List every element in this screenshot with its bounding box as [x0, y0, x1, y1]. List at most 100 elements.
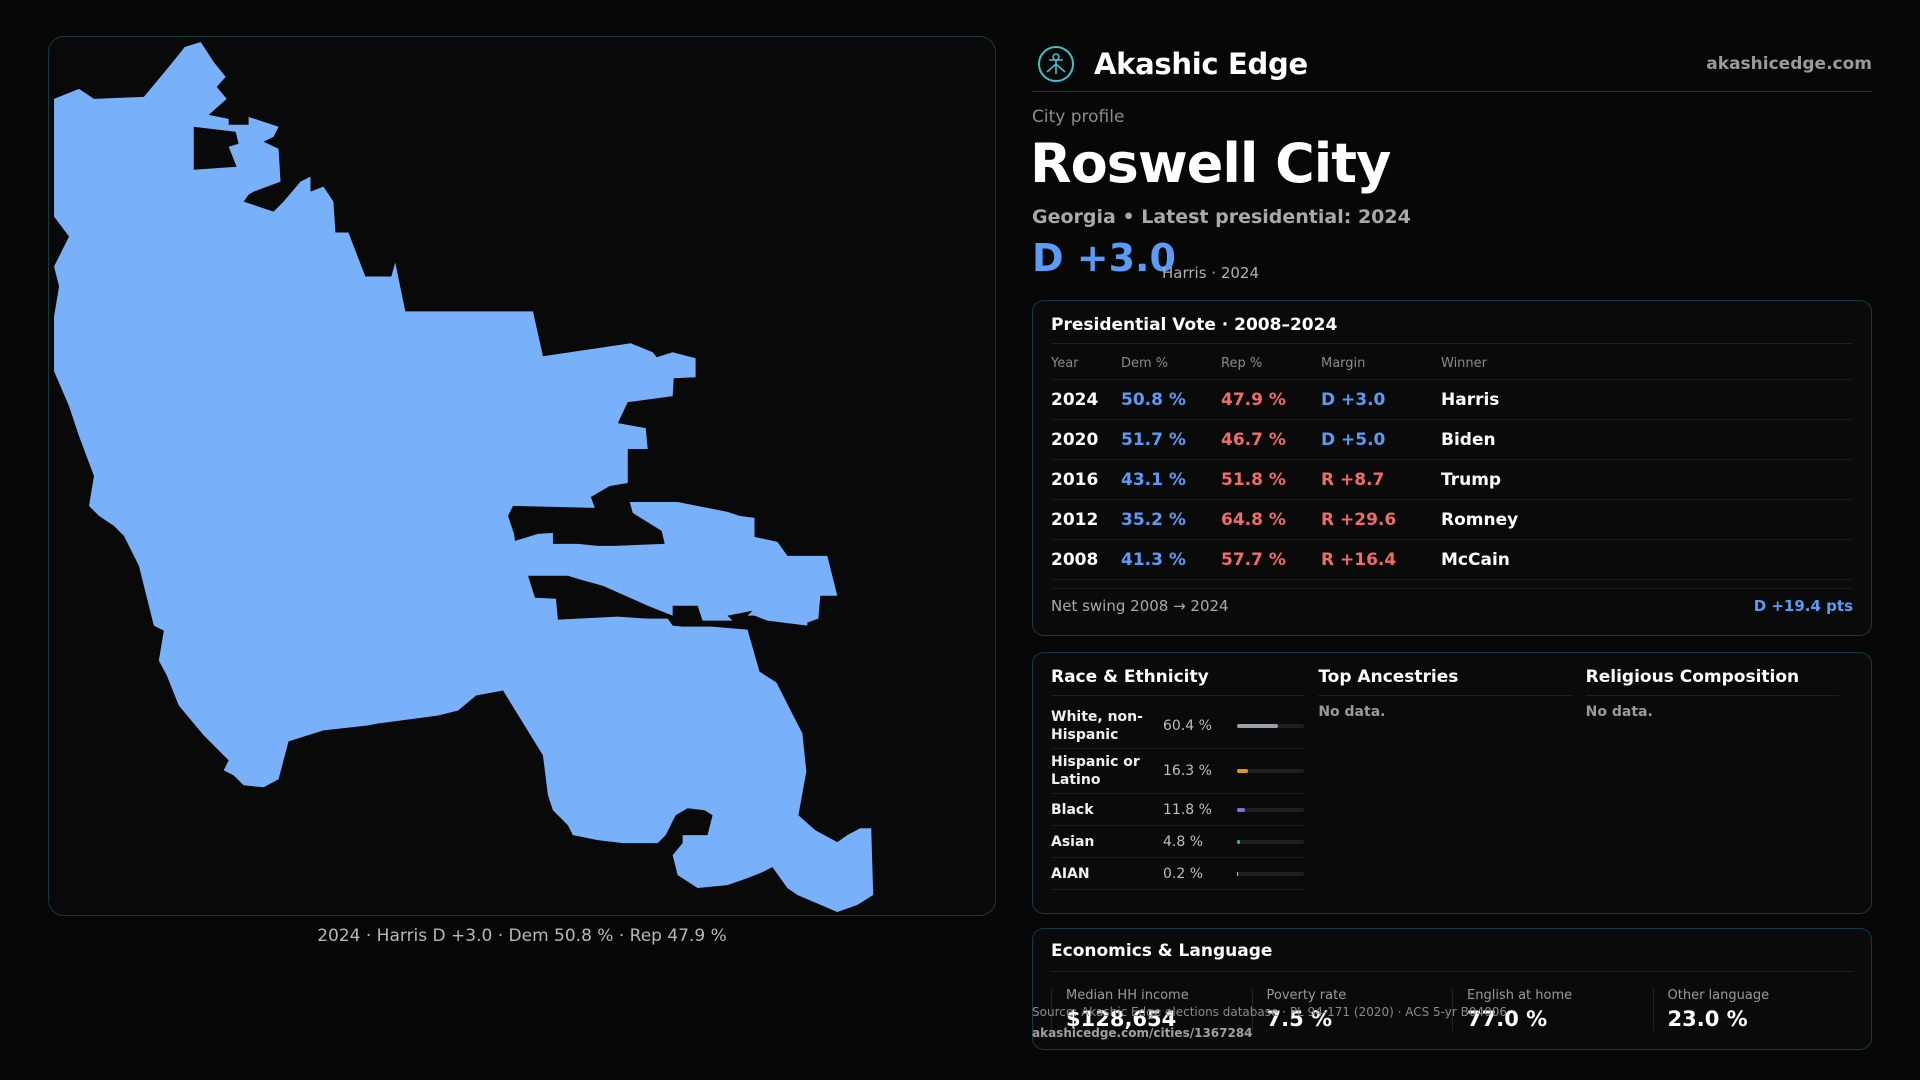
- brand-name[interactable]: Akashic Edge: [1094, 46, 1308, 81]
- brand-domain-link[interactable]: akashicedge.com: [1706, 53, 1872, 74]
- race-row: White, non-Hispanic 60.4 %: [1051, 704, 1305, 749]
- presidential-vote-card: Presidential Vote · 2008–2024 Year Dem %…: [1032, 300, 1872, 636]
- latest-margin-note: Harris · 2024: [1162, 264, 1260, 282]
- vote-rep-pct: 47.9 %: [1221, 379, 1321, 420]
- religious-composition-empty: No data.: [1585, 704, 1653, 720]
- race-pct: 0.2 %: [1163, 865, 1204, 882]
- econ-stat: Other language 23.0 %: [1652, 988, 1854, 1031]
- vote-dem-pct: 35.2 %: [1121, 499, 1221, 540]
- page-url-link[interactable]: akashicedge.com/cities/1367284: [1032, 1026, 1253, 1040]
- race-bar-track: [1237, 871, 1305, 876]
- vote-dem-pct: 41.3 %: [1121, 539, 1221, 580]
- vote-winner: McCain: [1441, 539, 1853, 580]
- vote-row-2020: 2020 51.7 % 46.7 % D +5.0 Biden: [1051, 419, 1853, 460]
- race-label: Hispanic or Latino: [1051, 754, 1140, 788]
- vote-rep-pct: 51.8 %: [1221, 459, 1321, 500]
- presidential-vote-table: Year Dem % Rep % Margin Winner 2024 50.8 …: [1051, 348, 1853, 580]
- econ-stat-label: Poverty rate: [1266, 988, 1347, 1003]
- economics-language-card: Economics & Language Median HH income $12…: [1032, 928, 1872, 1050]
- city-boundary-map[interactable]: [49, 37, 995, 915]
- vote-row-2016: 2016 43.1 % 51.8 % R +8.7 Trump: [1051, 459, 1853, 500]
- vote-winner: Biden: [1441, 419, 1853, 460]
- race-row: Black 11.8 %: [1051, 794, 1305, 826]
- vote-dem-pct: 43.1 %: [1121, 459, 1221, 500]
- vote-winner: Harris: [1441, 379, 1853, 420]
- race-bar-track: [1237, 724, 1305, 728]
- city-boundary-hole: [193, 126, 239, 170]
- race-ethnicity-section: Race & Ethnicity White, non-Hispanic 60.4…: [1051, 667, 1318, 899]
- race-pct: 4.8 %: [1163, 833, 1204, 850]
- race-label: Asian: [1051, 833, 1095, 850]
- race-ethnicity-title: Race & Ethnicity: [1051, 667, 1305, 696]
- vote-year: 2012: [1051, 499, 1121, 540]
- race-pct: 60.4 %: [1163, 718, 1212, 734]
- page-subtitle: Georgia • Latest presidential: 2024: [1032, 206, 1411, 228]
- brand-header: Akashic Edge akashicedge.com: [1032, 36, 1872, 92]
- vote-year: 2016: [1051, 459, 1121, 500]
- vote-winner: Trump: [1441, 459, 1853, 500]
- race-row: Asian 4.8 %: [1051, 826, 1305, 858]
- econ-stat: Median HH income $128,654: [1051, 988, 1252, 1031]
- top-ancestries-section: Top Ancestries No data.: [1318, 667, 1585, 899]
- race-row: Hispanic or Latino 16.3 %: [1051, 749, 1305, 794]
- column-header-winner: Winner: [1441, 348, 1853, 380]
- page-title: Roswell City: [1030, 132, 1391, 195]
- map-caption: 2024 · Harris D +3.0 · Dem 50.8 % · Rep …: [317, 926, 727, 946]
- net-swing-value: D +19.4 pts: [1753, 597, 1853, 615]
- top-ancestries-empty: No data.: [1318, 704, 1386, 720]
- race-pct: 16.3 %: [1163, 763, 1212, 779]
- latest-margin: D +3.0: [1032, 236, 1176, 280]
- econ-stat-value: $128,654: [1066, 1007, 1177, 1031]
- econ-stat-label: Median HH income: [1066, 988, 1189, 1003]
- race-bar-fill: [1237, 724, 1278, 728]
- religious-composition-title: Religious Composition: [1585, 667, 1839, 696]
- source-note: Source: Akashic Edge elections database …: [1032, 1005, 1508, 1019]
- econ-stat-value: 77.0 %: [1467, 1007, 1548, 1031]
- religious-composition-section: Religious Composition No data.: [1585, 667, 1853, 899]
- race-bar-fill: [1237, 839, 1241, 844]
- race-pct: 11.8 %: [1163, 801, 1212, 818]
- vote-margin: R +8.7: [1321, 459, 1441, 500]
- economics-stats: Median HH income $128,654 Poverty rate 7.5 …: [1051, 988, 1853, 1031]
- card-title: Presidential Vote · 2008–2024: [1051, 315, 1853, 344]
- race-label: Black: [1051, 801, 1094, 818]
- column-header-dem: Dem %: [1121, 348, 1221, 380]
- race-label: White, non-Hispanic: [1051, 709, 1143, 743]
- vote-row-2012: 2012 35.2 % 64.8 % R +29.6 Romney: [1051, 499, 1853, 540]
- vote-rep-pct: 46.7 %: [1221, 419, 1321, 460]
- econ-stat-label: Other language: [1667, 988, 1770, 1003]
- top-ancestries-title: Top Ancestries: [1318, 667, 1572, 696]
- economics-language-title: Economics & Language: [1051, 941, 1853, 972]
- column-header-rep: Rep %: [1221, 348, 1321, 380]
- vote-margin: R +16.4: [1321, 539, 1441, 580]
- vote-rep-pct: 57.7 %: [1221, 539, 1321, 580]
- vote-year: 2008: [1051, 539, 1121, 580]
- race-bar-fill: [1237, 807, 1245, 812]
- race-bar-track: [1237, 839, 1305, 844]
- page-kicker: City profile: [1032, 107, 1125, 127]
- race-bar-fill: [1237, 769, 1248, 773]
- econ-stat-value: 23.0 %: [1667, 1007, 1748, 1031]
- race-row: AIAN 0.2 %: [1051, 858, 1305, 890]
- net-swing-label: Net swing 2008 → 2024: [1051, 597, 1229, 615]
- vote-margin: D +3.0: [1321, 379, 1441, 420]
- econ-stat-value: 7.5 %: [1266, 1007, 1333, 1031]
- race-bar-track: [1237, 807, 1305, 812]
- demographics-card: Race & Ethnicity White, non-Hispanic 60.4…: [1032, 652, 1872, 914]
- vote-year: 2020: [1051, 419, 1121, 460]
- vote-margin: R +29.6: [1321, 499, 1441, 540]
- vote-winner: Romney: [1441, 499, 1853, 540]
- race-bar-track: [1237, 769, 1305, 773]
- econ-stat: Poverty rate 7.5 %: [1251, 988, 1453, 1031]
- column-header-year: Year: [1051, 348, 1121, 380]
- vote-dem-pct: 51.7 %: [1121, 419, 1221, 460]
- column-header-margin: Margin: [1321, 348, 1441, 380]
- vote-rep-pct: 64.8 %: [1221, 499, 1321, 540]
- city-map[interactable]: [48, 36, 996, 916]
- vote-margin: D +5.0: [1321, 419, 1441, 460]
- net-swing-row: Net swing 2008 → 2024 D +19.4 pts: [1051, 588, 1853, 615]
- vote-row-2008: 2008 41.3 % 57.7 % R +16.4 McCain: [1051, 539, 1853, 580]
- vote-row-2024: 2024 50.8 % 47.9 % D +3.0 Harris: [1051, 379, 1853, 420]
- vote-dem-pct: 50.8 %: [1121, 379, 1221, 420]
- akashic-logo-icon[interactable]: [1036, 44, 1076, 84]
